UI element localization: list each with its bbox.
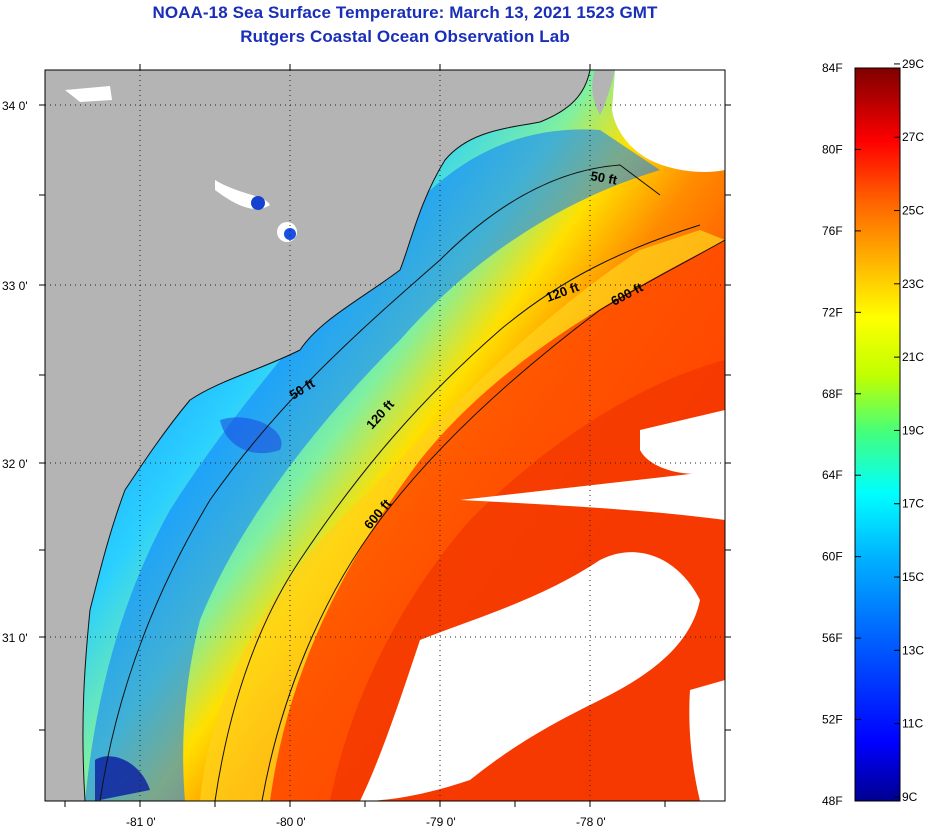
map-frame <box>44 69 726 802</box>
land-cloud-top-right <box>612 70 725 172</box>
map-title: NOAA-18 Sea Surface Temperature: March 1… <box>152 3 658 22</box>
colorbar-f-label: 76F <box>822 224 843 238</box>
colorbar-c-label: 17C <box>902 497 924 511</box>
colorbar-ticks <box>855 63 900 802</box>
graticule <box>45 70 725 801</box>
colorbar-f-label: 84F <box>822 61 843 75</box>
colorbar-f-label: 72F <box>822 305 843 319</box>
colorbar-f-label: 52F <box>822 713 843 727</box>
colorbar-f-label: 48F <box>822 794 843 808</box>
colorbar-c-label: 13C <box>902 643 924 657</box>
contour-label: 50 ft <box>589 168 619 188</box>
colorbar-c-label: 25C <box>902 204 924 218</box>
lon-label: -78 0' <box>576 815 606 829</box>
colorbar-labels: 84F 80F 76F 72F 68F 64F 60F 56F 52F 48F 29C 27C 25C 2… <box>822 57 924 808</box>
map-subtitle: Rutgers Coastal Ocean Observation Lab <box>240 27 570 46</box>
colorbar-c-label: 11C <box>902 717 923 731</box>
land-fragment <box>592 70 615 115</box>
lat-label: 34 0' <box>2 99 28 113</box>
colorbar-c-label: 19C <box>902 423 924 437</box>
lat-label: 31 0' <box>2 631 28 645</box>
inland-lake <box>251 196 265 210</box>
mid-shelf-water <box>200 230 725 801</box>
colorbar-f-label: 60F <box>822 550 843 564</box>
depth-contours <box>99 164 726 802</box>
cloud-cover <box>360 410 725 801</box>
contour-50ft <box>99 164 661 802</box>
contour-120ft <box>214 224 701 802</box>
lon-label: -79 0' <box>426 815 456 829</box>
axis-ticks <box>39 64 731 807</box>
cold-patch <box>95 756 150 801</box>
colorbar-c-label: 9C <box>902 790 918 804</box>
coastline <box>82 70 591 801</box>
colorbar-f-label: 56F <box>822 631 843 645</box>
lat-label: 33 0' <box>2 279 28 293</box>
colorbar <box>854 67 901 802</box>
colorbar-c-label: 27C <box>902 130 924 144</box>
contour-600ft <box>261 239 726 802</box>
lon-label: -80 0' <box>276 815 306 829</box>
colorbar-c-label: 23C <box>902 277 924 291</box>
colorbar-f-label: 64F <box>822 468 843 482</box>
colorbar-c-label: 15C <box>902 570 924 584</box>
inland-lake <box>284 228 296 240</box>
colorbar-f-label: 80F <box>822 142 843 156</box>
land-mass <box>45 70 590 801</box>
inland-lake <box>65 86 112 102</box>
lon-label: -81 0' <box>126 815 156 829</box>
cold-patch <box>220 417 282 454</box>
colorbar-c-label: 21C <box>902 350 924 364</box>
colorbar-c-label: 29C <box>902 57 924 71</box>
colorbar-f-label: 68F <box>822 387 843 401</box>
lat-label: 32 0' <box>2 457 28 471</box>
